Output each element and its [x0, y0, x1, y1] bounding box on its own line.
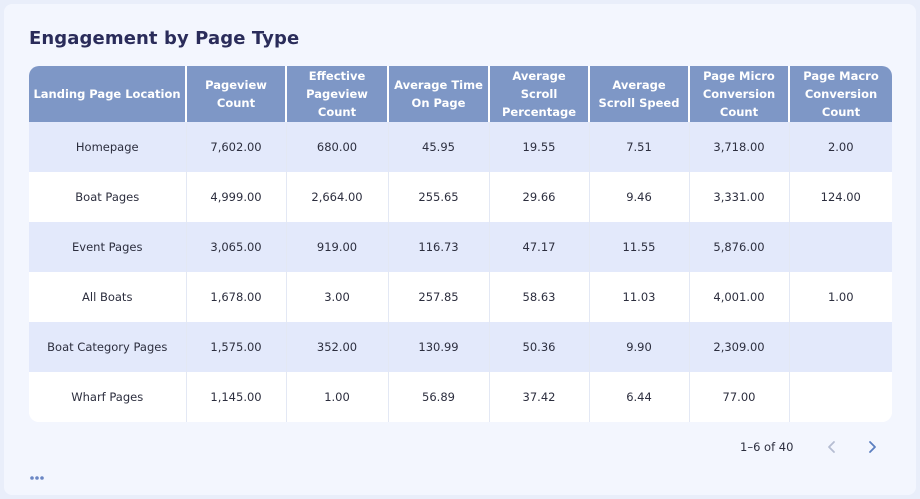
- column-header-text: Page Macro: [803, 69, 879, 83]
- value-cell: 352.00: [286, 322, 389, 372]
- table-row: Event Pages 3,065.00 919.00 116.73 47.17 11.5…: [29, 222, 892, 272]
- value-cell: 116.73: [388, 222, 490, 272]
- table-row: Homepage 7,602.00 680.00 45.95 19.55 7.51 3,71…: [29, 122, 892, 172]
- value-cell: 6.44: [589, 372, 690, 422]
- value-cell: 37.42: [489, 372, 590, 422]
- value-cell: 5,876.00: [689, 222, 790, 272]
- value-cell: 2,664.00: [286, 172, 389, 222]
- column-header-text: Effective: [308, 69, 366, 83]
- chevron-left-icon[interactable]: [824, 439, 840, 455]
- value-cell: 3,331.00: [689, 172, 790, 222]
- column-header-text: Page Micro: [703, 69, 775, 83]
- value-cell: 1,575.00: [186, 322, 287, 372]
- value-cell: 2,309.00: [689, 322, 790, 372]
- row-label-cell: Boat Pages: [29, 172, 187, 222]
- column-header-text: Scroll Speed: [598, 96, 680, 110]
- column-header-text: Average: [612, 78, 666, 92]
- column-header-text: Conversion: [804, 87, 878, 101]
- value-cell: 9.46: [589, 172, 690, 222]
- table-row: All Boats 1,678.00 3.00 257.85 58.63 11.03 4,0…: [29, 272, 892, 322]
- column-header[interactable]: Pageview Count: [186, 66, 287, 122]
- column-header-text: On Page: [411, 96, 466, 110]
- value-cell: 1,678.00: [186, 272, 287, 322]
- value-cell: 4,999.00: [186, 172, 287, 222]
- value-cell: 1.00: [286, 372, 389, 422]
- column-header[interactable]: Effective Pageview Count: [286, 66, 389, 122]
- column-header[interactable]: Page Micro Conversion Count: [689, 66, 790, 122]
- value-cell: 47.17: [489, 222, 590, 272]
- value-cell: 45.95: [388, 122, 490, 172]
- column-header-text: Landing Page Location: [33, 87, 181, 101]
- row-label-cell: All Boats: [29, 272, 187, 322]
- card-title: Engagement by Page Type: [29, 28, 300, 49]
- column-header-text: Count: [216, 96, 256, 110]
- value-cell: [789, 222, 892, 272]
- value-cell: 7,602.00: [186, 122, 287, 172]
- value-cell: 58.63: [489, 272, 590, 322]
- value-cell: 124.00: [789, 172, 892, 222]
- table-row: Boat Category Pages 1,575.00 352.00 130.99 5…: [29, 322, 892, 372]
- value-cell: 3,718.00: [689, 122, 790, 172]
- chevron-right-icon[interactable]: [864, 439, 880, 455]
- column-header[interactable]: Page Macro Conversion Count: [789, 66, 892, 122]
- column-header-text: Pageview: [205, 78, 267, 92]
- value-cell: 19.55: [489, 122, 590, 172]
- value-cell: 919.00: [286, 222, 389, 272]
- data-table-container: Landing Page Location Pageview Count Effect…: [29, 66, 892, 422]
- column-header[interactable]: Average Scroll Speed: [589, 66, 690, 122]
- value-cell: 255.65: [388, 172, 490, 222]
- value-cell: 2.00: [789, 122, 892, 172]
- engagement-table: Landing Page Location Pageview Count Effect…: [29, 66, 892, 422]
- more-horizontal-icon[interactable]: [28, 468, 48, 480]
- column-header[interactable]: Average Scroll Percentage: [489, 66, 590, 122]
- value-cell: 680.00: [286, 122, 389, 172]
- column-header-text: Count: [821, 105, 861, 119]
- row-label-cell: Wharf Pages: [29, 372, 187, 422]
- value-cell: 3,065.00: [186, 222, 287, 272]
- value-cell: [789, 322, 892, 372]
- value-cell: 50.36: [489, 322, 590, 372]
- column-header-text: Conversion: [702, 87, 776, 101]
- column-header-text: Percentage: [502, 105, 576, 119]
- value-cell: 3.00: [286, 272, 389, 322]
- value-cell: 9.90: [589, 322, 690, 372]
- table-body: Homepage 7,602.00 680.00 45.95 19.55 7.51 3,71…: [29, 122, 892, 422]
- table-row: Wharf Pages 1,145.00 1.00 56.89 37.42 6.44 77.…: [29, 372, 892, 422]
- value-cell: 11.55: [589, 222, 690, 272]
- table-header-row: Landing Page Location Pageview Count Effect…: [29, 66, 892, 122]
- column-header-text: Count: [719, 105, 759, 119]
- engagement-card: Engagement by Page Type Landing Page Loc…: [4, 4, 916, 495]
- value-cell: 257.85: [388, 272, 490, 322]
- value-cell: 1.00: [789, 272, 892, 322]
- value-cell: 29.66: [489, 172, 590, 222]
- column-header-text: Average: [512, 69, 566, 83]
- value-cell: 77.00: [689, 372, 790, 422]
- pagination: 1–6 of 40: [704, 437, 890, 457]
- column-header-text: Count: [317, 105, 357, 119]
- row-label-cell: Homepage: [29, 122, 187, 172]
- value-cell: 1,145.00: [186, 372, 287, 422]
- column-header-text: Scroll: [520, 87, 558, 101]
- value-cell: 7.51: [589, 122, 690, 172]
- value-cell: [789, 372, 892, 422]
- column-header[interactable]: Average Time On Page: [388, 66, 490, 122]
- value-cell: 130.99: [388, 322, 490, 372]
- column-header[interactable]: Landing Page Location: [29, 66, 187, 122]
- value-cell: 11.03: [589, 272, 690, 322]
- column-header-text: Average Time: [394, 78, 483, 92]
- row-label-cell: Event Pages: [29, 222, 187, 272]
- row-label-cell: Boat Category Pages: [29, 322, 187, 372]
- value-cell: 56.89: [388, 372, 490, 422]
- value-cell: 4,001.00: [689, 272, 790, 322]
- table-row: Boat Pages 4,999.00 2,664.00 255.65 29.66 9.4…: [29, 172, 892, 222]
- column-header-text: Pageview: [306, 87, 368, 101]
- pagination-range: 1–6 of 40: [740, 440, 794, 454]
